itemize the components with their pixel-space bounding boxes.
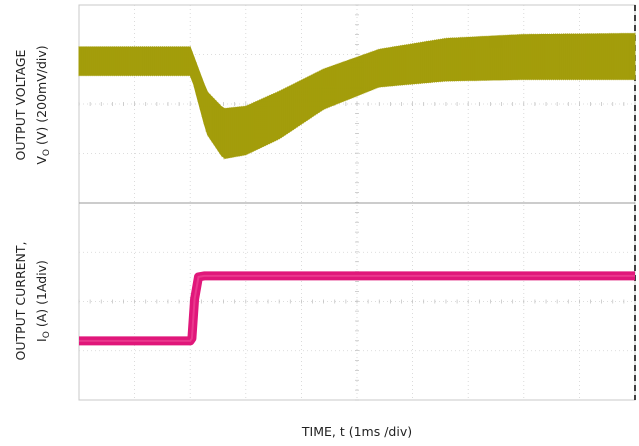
current-subscript: O — [42, 331, 52, 338]
current-symbol: I — [34, 338, 49, 342]
traces — [78, 32, 636, 346]
current-units: (A) (1Adiv) — [34, 260, 49, 331]
time-axis-title: TIME, t (1ms /div) — [301, 424, 413, 439]
voltage-axis-title-line1: OUTPUT VOLTAGE — [13, 49, 28, 160]
current-axis-title-line2: IO (A) (1Adiv) — [34, 260, 52, 342]
voltage-axis-title-line2: VO (V) (200mV/div) — [34, 45, 52, 164]
voltage-units: (V) (200mV/div) — [34, 45, 49, 149]
current-trace-highlight — [79, 274, 635, 342]
current-axis-title-line1: OUTPUT CURRENT, — [13, 241, 28, 360]
voltage-subscript: O — [42, 149, 52, 156]
voltage-trace-noise — [78, 32, 636, 160]
voltage-symbol: V — [34, 156, 49, 165]
